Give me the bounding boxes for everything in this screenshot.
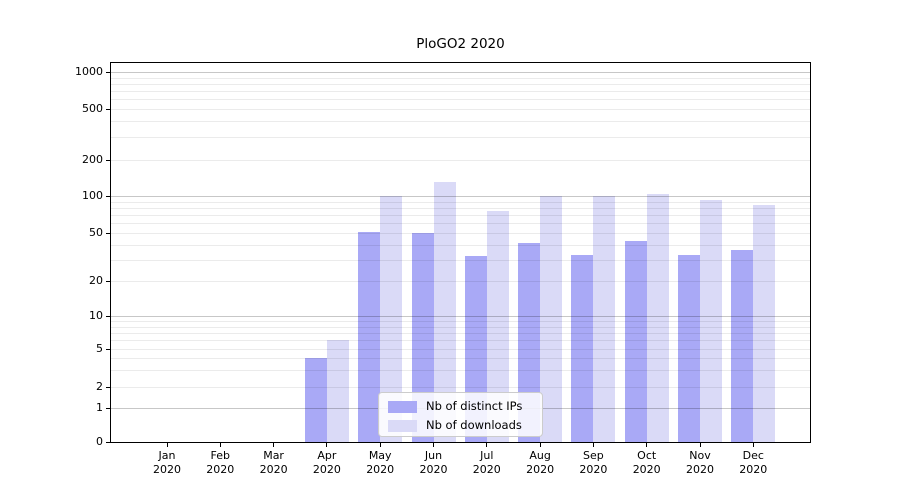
gridline-minor bbox=[111, 109, 810, 110]
bar-downloads bbox=[753, 204, 776, 442]
x-tick-label: Nov 2020 bbox=[686, 449, 714, 476]
bar-distinct-ips bbox=[411, 233, 434, 442]
x-tick-mark bbox=[699, 443, 701, 447]
x-tick-mark bbox=[486, 443, 488, 447]
bar-downloads bbox=[646, 194, 669, 442]
x-tick-label: May 2020 bbox=[366, 449, 395, 476]
y-tick-mark bbox=[106, 349, 110, 350]
bar-downloads bbox=[433, 182, 456, 442]
bar-distinct-ips bbox=[624, 240, 647, 442]
y-tick-label: 1 bbox=[96, 401, 103, 414]
gridline-minor bbox=[111, 77, 810, 79]
bar-downloads bbox=[486, 211, 509, 442]
x-tick-label: Jun 2020 bbox=[419, 449, 448, 476]
y-tick-mark bbox=[106, 196, 110, 197]
bar-downloads bbox=[700, 199, 722, 442]
y-tick-label: 50 bbox=[89, 226, 103, 239]
bar-distinct-ips bbox=[678, 254, 700, 442]
legend-label-downloads: Nb of downloads bbox=[426, 418, 522, 432]
x-tick-label: Dec 2020 bbox=[739, 449, 768, 476]
bar-distinct-ips bbox=[731, 250, 754, 442]
bar-downloads bbox=[540, 196, 563, 442]
gridline-major bbox=[111, 72, 810, 73]
bar-distinct-ips bbox=[571, 254, 594, 442]
y-tick-label: 1000 bbox=[75, 65, 103, 78]
x-tick-mark bbox=[166, 443, 168, 447]
y-tick-label: 0 bbox=[96, 435, 103, 448]
gridline-minor bbox=[111, 160, 810, 161]
x-tick-mark bbox=[646, 443, 648, 447]
y-tick-mark bbox=[106, 109, 110, 110]
gridline-minor bbox=[111, 99, 810, 101]
x-tick-label: Jul 2020 bbox=[472, 449, 501, 476]
x-tick-label: Feb 2020 bbox=[206, 449, 235, 476]
x-tick-mark bbox=[379, 443, 381, 447]
y-tick-label: 5 bbox=[96, 342, 103, 355]
plot-area bbox=[110, 62, 811, 443]
y-tick-label: 2 bbox=[96, 380, 103, 393]
legend-label-distinct-ips: Nb of distinct IPs bbox=[426, 399, 523, 413]
legend-swatch-downloads bbox=[388, 419, 417, 432]
y-tick-mark bbox=[106, 408, 110, 409]
y-tick-mark bbox=[106, 281, 110, 282]
x-tick-mark bbox=[433, 443, 434, 447]
bar-downloads bbox=[380, 196, 403, 442]
x-tick-label: Mar 2020 bbox=[259, 449, 288, 476]
bar-downloads bbox=[593, 196, 616, 442]
y-tick-label: 100 bbox=[82, 189, 103, 202]
gridline-minor bbox=[111, 83, 810, 85]
y-tick-mark bbox=[106, 72, 110, 73]
gridline-minor bbox=[111, 121, 810, 123]
gridline-minor bbox=[111, 137, 810, 139]
y-tick-label: 200 bbox=[82, 153, 103, 166]
legend-item-distinct-ips: Nb of distinct IPs bbox=[388, 397, 542, 416]
x-tick-mark bbox=[326, 443, 328, 447]
bar-distinct-ips bbox=[304, 358, 327, 442]
chart-title: PloGO2 2020 bbox=[416, 36, 505, 52]
x-tick-mark bbox=[592, 443, 594, 447]
y-tick-mark bbox=[106, 442, 110, 443]
x-tick-label: Jan 2020 bbox=[153, 449, 181, 476]
bar-downloads bbox=[326, 340, 349, 442]
legend: Nb of distinct IPs Nb of downloads bbox=[378, 392, 543, 437]
y-tick-mark bbox=[106, 387, 110, 388]
x-tick-label: Oct 2020 bbox=[632, 449, 661, 476]
gridline-minor bbox=[111, 91, 810, 93]
x-tick-mark bbox=[752, 443, 754, 447]
gridline-major bbox=[111, 196, 810, 197]
y-tick-mark bbox=[106, 316, 110, 317]
y-tick-mark bbox=[106, 160, 110, 161]
x-tick-label: Sep 2020 bbox=[579, 449, 608, 476]
x-tick-mark bbox=[539, 443, 541, 447]
x-tick-label: Apr 2020 bbox=[312, 449, 341, 476]
x-tick-label: Aug 2020 bbox=[526, 449, 555, 476]
y-tick-mark bbox=[106, 233, 110, 234]
legend-item-downloads: Nb of downloads bbox=[388, 416, 542, 435]
x-tick-mark bbox=[219, 443, 221, 447]
bar-distinct-ips bbox=[358, 231, 381, 442]
y-tick-label: 20 bbox=[89, 274, 103, 287]
y-tick-label: 10 bbox=[89, 309, 103, 322]
legend-swatch-distinct-ips bbox=[388, 400, 417, 413]
x-tick-mark bbox=[273, 443, 275, 447]
y-tick-label: 500 bbox=[82, 102, 103, 115]
